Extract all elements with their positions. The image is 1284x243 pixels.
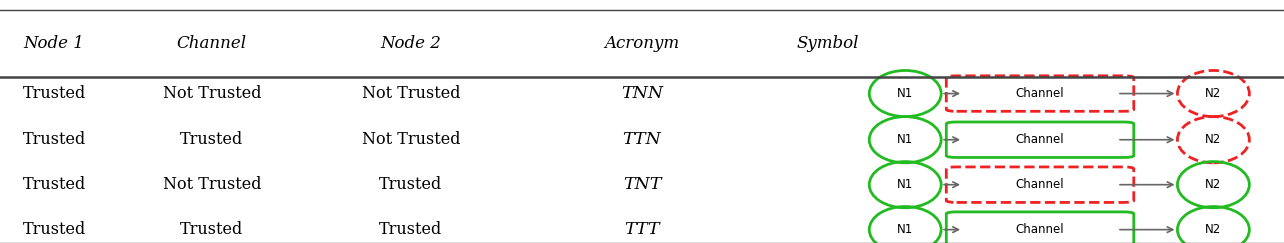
Text: Not Trusted: Not Trusted: [362, 85, 460, 102]
Text: N2: N2: [1206, 178, 1221, 191]
Text: Trusted: Trusted: [23, 85, 86, 102]
Text: Trusted: Trusted: [23, 131, 86, 148]
Text: Not Trusted: Not Trusted: [163, 176, 261, 193]
Text: N2: N2: [1206, 133, 1221, 146]
Text: TNN: TNN: [621, 85, 663, 102]
Text: Node 2: Node 2: [380, 35, 442, 52]
Text: Not Trusted: Not Trusted: [163, 85, 261, 102]
Text: Acronym: Acronym: [605, 35, 679, 52]
Text: Symbol: Symbol: [797, 35, 859, 52]
Text: Trusted: Trusted: [379, 221, 443, 238]
Text: N2: N2: [1206, 87, 1221, 100]
Text: Trusted: Trusted: [23, 221, 86, 238]
Text: Channel: Channel: [1016, 178, 1064, 191]
Text: N1: N1: [898, 133, 913, 146]
Text: Channel: Channel: [177, 35, 247, 52]
Text: Trusted: Trusted: [379, 176, 443, 193]
Text: Trusted: Trusted: [180, 131, 244, 148]
Text: Not Trusted: Not Trusted: [362, 131, 460, 148]
Text: Channel: Channel: [1016, 133, 1064, 146]
Text: N1: N1: [898, 87, 913, 100]
Text: TTT: TTT: [624, 221, 660, 238]
Text: TTN: TTN: [623, 131, 661, 148]
Text: TNT: TNT: [623, 176, 661, 193]
Text: Channel: Channel: [1016, 223, 1064, 236]
Text: N1: N1: [898, 223, 913, 236]
Text: N1: N1: [898, 178, 913, 191]
Text: N2: N2: [1206, 223, 1221, 236]
Text: Node 1: Node 1: [23, 35, 83, 52]
Text: Trusted: Trusted: [23, 176, 86, 193]
Text: Channel: Channel: [1016, 87, 1064, 100]
Text: Trusted: Trusted: [180, 221, 244, 238]
